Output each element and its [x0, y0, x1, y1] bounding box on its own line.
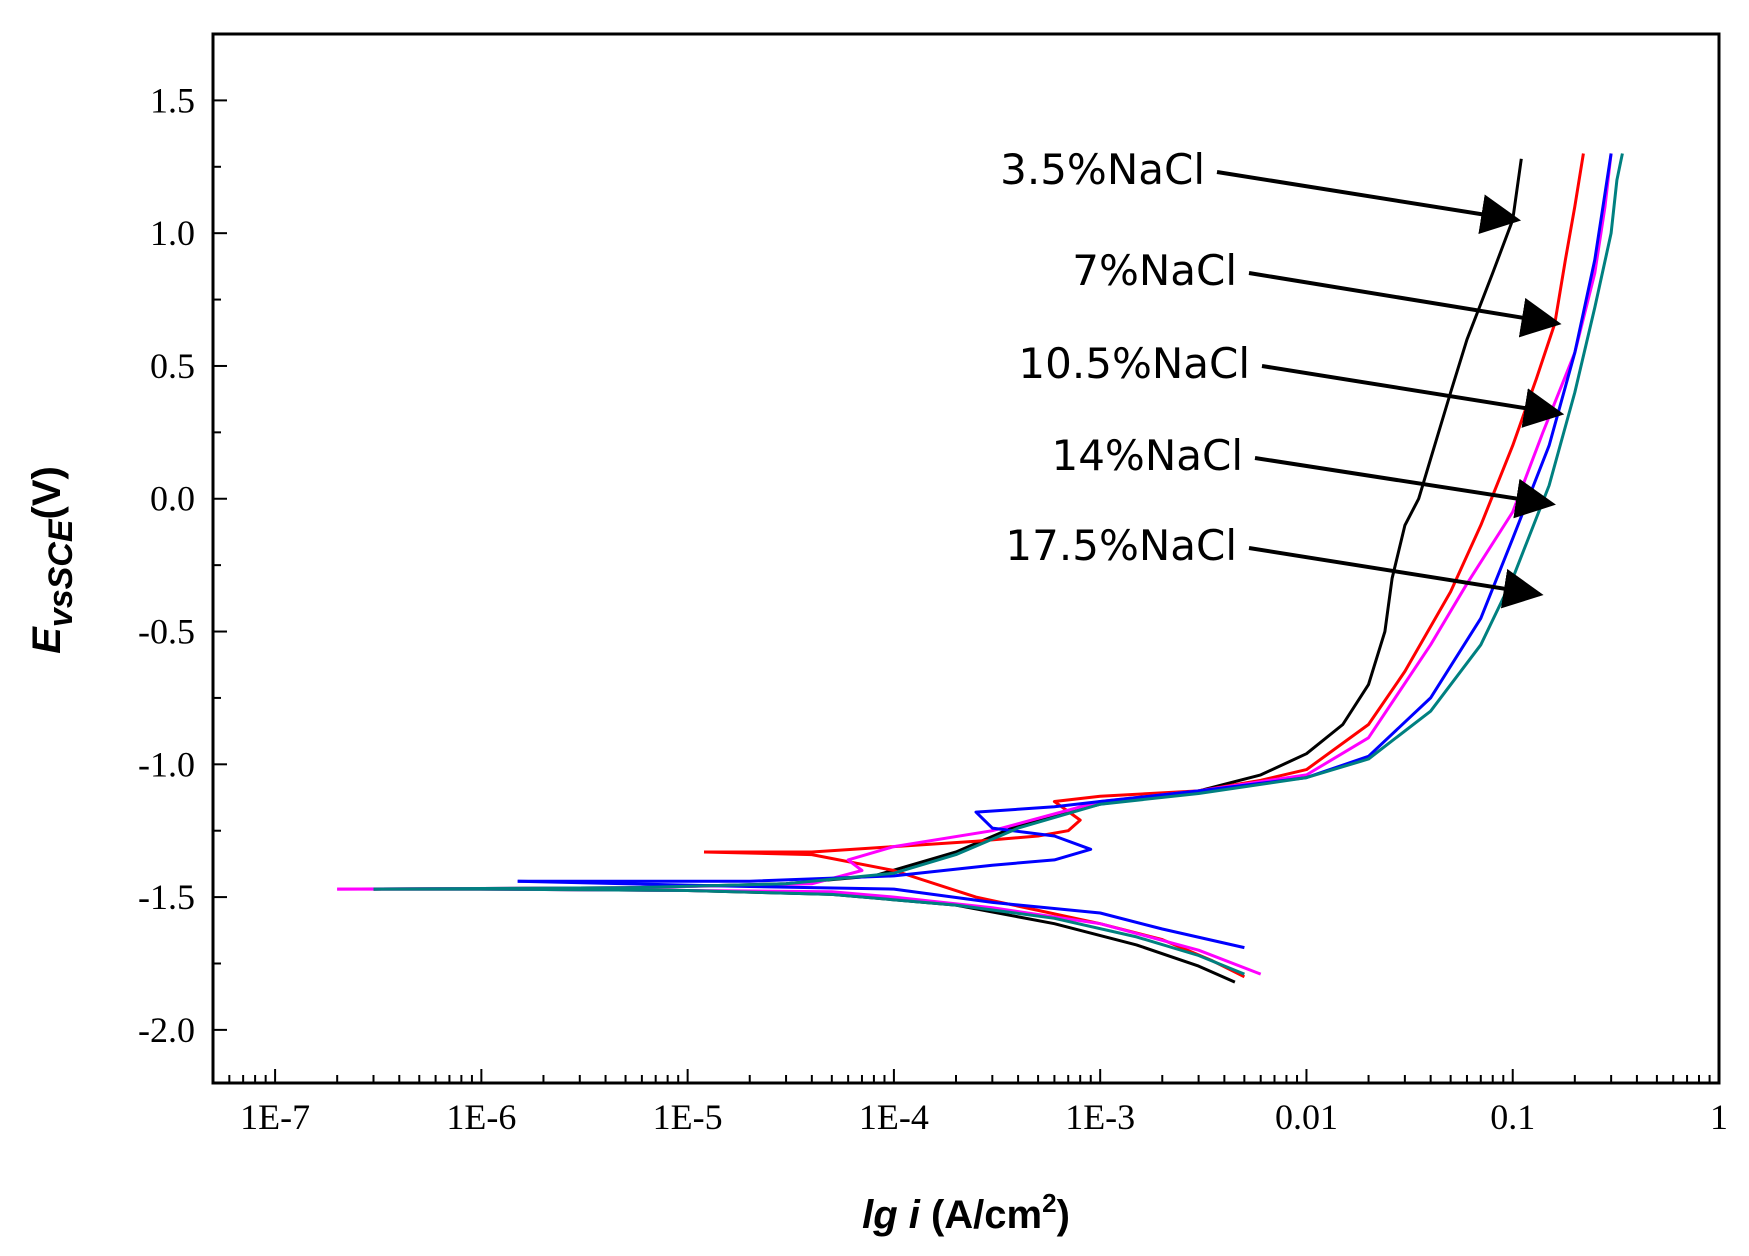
y-tick-label: 0.5: [150, 346, 195, 386]
annotation-label: 3.5%NaCl: [1000, 145, 1205, 194]
y-tick-label: 1.5: [150, 80, 195, 120]
x-tick-label: 0.01: [1275, 1097, 1338, 1137]
x-axis-ticks: [212, 1069, 1720, 1083]
x-tick-label: 1: [1710, 1097, 1728, 1137]
x-tick-label: 1E-3: [1065, 1097, 1135, 1137]
annotation-label: 10.5%NaCl: [1018, 339, 1250, 388]
x-tick-label: 0.1: [1490, 1097, 1535, 1137]
series-line-anodic: [373, 153, 1624, 891]
y-axis-title-main: E: [25, 626, 69, 654]
y-tick-label: 1.0: [150, 213, 195, 253]
x-axis-title-unit: (A/cm: [920, 1193, 1042, 1237]
series-line-anodic: [704, 153, 1585, 854]
annotation-arrow: [1254, 456, 1556, 519]
series-line-cathodic: [373, 887, 1245, 976]
annotation-arrow: [1216, 170, 1522, 234]
annotation-arrow: [1261, 364, 1565, 428]
y-tick-label: -1.5: [138, 877, 195, 917]
series-10-5-nacl: [337, 153, 1613, 976]
x-axis-title: lg i (A/cm2): [862, 1188, 1070, 1237]
x-tick-label: 1E-7: [240, 1097, 310, 1137]
annotation: 10.5%NaCl: [1018, 339, 1565, 428]
annotation: 3.5%NaCl: [1000, 145, 1522, 234]
annotation-label: 17.5%NaCl: [1005, 521, 1237, 570]
y-tick-label: -1.0: [138, 744, 195, 784]
x-axis-title-sup: 2: [1042, 1188, 1056, 1218]
x-tick-label: 1E-5: [653, 1097, 723, 1137]
y-tick-label: -0.5: [138, 612, 195, 652]
y-tick-label: 0.0: [150, 479, 195, 519]
series-line-cathodic: [373, 887, 1236, 984]
series-line-cathodic: [517, 879, 1245, 950]
x-axis-tick-labels: 1E-7 1E-6 1E-5 1E-4 1E-3 0.01 0.1 1: [240, 1097, 1728, 1137]
annotation-label: 7%NaCl: [1072, 246, 1237, 295]
annotation-label: 14%NaCl: [1051, 431, 1243, 480]
y-axis-tick-labels: 1.5 1.0 0.5 0.0 -0.5 -1.0 -1.5 -2.0: [138, 80, 195, 1049]
annotation-arrow: [1248, 546, 1544, 609]
annotation: 17.5%NaCl: [1005, 521, 1544, 609]
annotations: 3.5%NaCl 7%NaCl 10.5%NaCl 14%NaCl 17.5%NaCl: [1000, 145, 1565, 609]
annotation-arrow: [1248, 271, 1562, 338]
series-line-anodic: [373, 158, 1523, 891]
series-line-anodic: [517, 153, 1613, 883]
annotation: 14%NaCl: [1051, 431, 1556, 519]
x-tick-label: 1E-6: [446, 1097, 516, 1137]
series-line-cathodic: [703, 850, 1246, 979]
annotation: 7%NaCl: [1072, 246, 1562, 338]
y-axis-title-unit: (V): [25, 466, 69, 519]
x-axis-title-italic: lg i: [862, 1193, 921, 1237]
series-line-anodic: [337, 153, 1613, 891]
y-tick-label: -2.0: [138, 1010, 195, 1050]
series-17-5-nacl: [373, 153, 1624, 976]
y-axis-ticks: [213, 99, 227, 1031]
series-line-cathodic: [337, 887, 1262, 976]
series-layer: [337, 153, 1624, 984]
y-axis-title-sub: vsSCE: [42, 518, 80, 627]
y-axis-title: EvsSCE(V): [25, 466, 80, 654]
plot-frame: [211, 32, 1721, 1085]
x-axis-title-close: ): [1057, 1193, 1070, 1237]
x-tick-label: 1E-4: [859, 1097, 929, 1137]
